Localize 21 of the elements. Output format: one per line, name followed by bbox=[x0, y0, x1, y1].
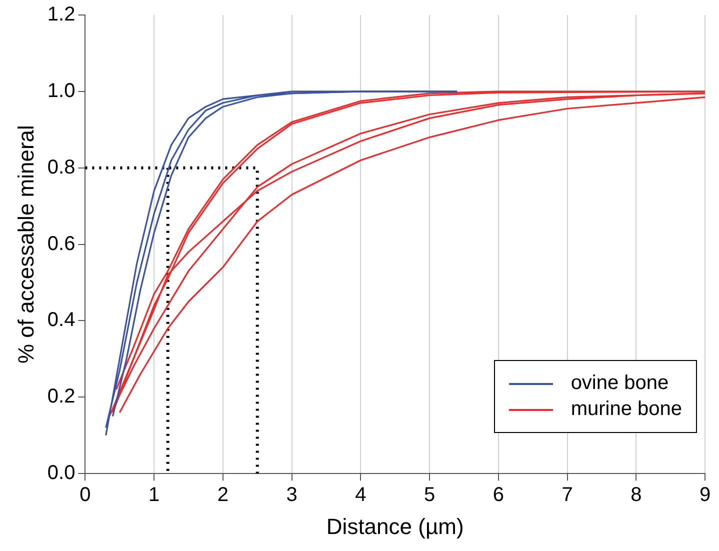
legend-label: murine bone bbox=[570, 398, 682, 421]
x-tick-label: 2 bbox=[217, 484, 228, 506]
x-tick-label: 8 bbox=[630, 484, 642, 506]
x-tick-label: 4 bbox=[355, 484, 366, 506]
y-tick-label: 0.8 bbox=[47, 156, 76, 178]
x-tick-label: 7 bbox=[562, 484, 573, 506]
x-tick-label: 0 bbox=[80, 484, 91, 506]
y-tick-label: 0.2 bbox=[47, 386, 76, 408]
y-axis-title: % of accessable mineral bbox=[13, 125, 38, 364]
x-tick-label: 3 bbox=[286, 484, 298, 506]
y-tick-label: 1.2 bbox=[47, 4, 76, 26]
legend-label: ovine bone bbox=[570, 372, 669, 395]
x-axis-title: Distance (µm) bbox=[326, 514, 464, 539]
x-tick-label: 5 bbox=[424, 484, 436, 506]
y-tick-label: 1.0 bbox=[47, 80, 76, 102]
y-tick-label: 0.4 bbox=[47, 309, 76, 332]
x-tick-label: 6 bbox=[492, 484, 504, 506]
y-tick-label: 0.6 bbox=[47, 232, 76, 255]
x-tick-label: 1 bbox=[148, 484, 160, 506]
y-tick-label: 0.0 bbox=[47, 462, 76, 484]
x-tick-label: 9 bbox=[699, 484, 711, 506]
